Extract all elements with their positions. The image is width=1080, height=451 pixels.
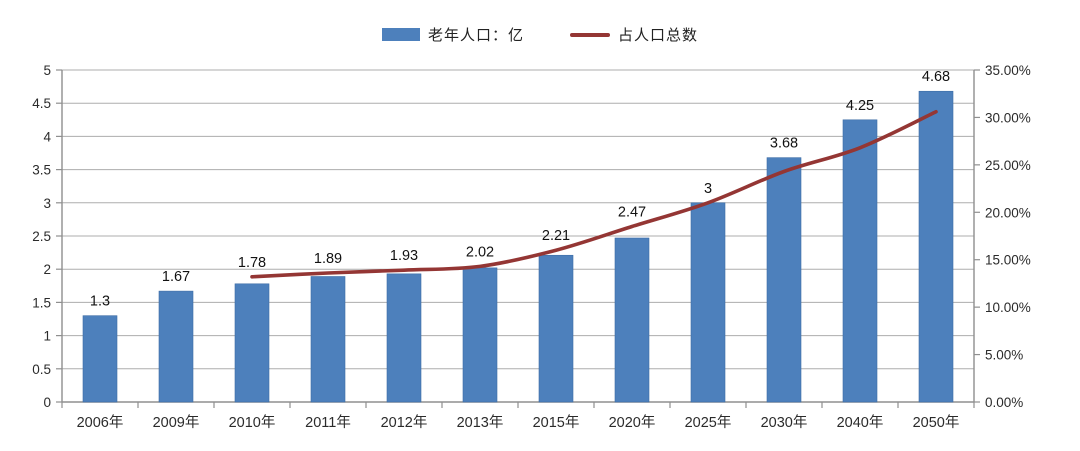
x-axis-category-label: 2020年 bbox=[609, 414, 656, 431]
bar-value-label: 1.89 bbox=[314, 251, 342, 267]
bar-value-label: 1.93 bbox=[390, 248, 418, 264]
right-axis-tick-label: 15.00% bbox=[985, 253, 1031, 268]
bar-2011年 bbox=[310, 276, 346, 403]
right-axis-tick-label: 20.00% bbox=[985, 205, 1031, 220]
bar-value-label: 4.68 bbox=[922, 69, 950, 85]
bar-value-label: 2.47 bbox=[618, 205, 646, 221]
x-axis-category-label: 2015年 bbox=[533, 414, 580, 431]
left-axis-tick-label: 3.5 bbox=[32, 163, 51, 178]
x-axis-category-label: 2009年 bbox=[153, 414, 200, 431]
x-axis-category-label: 2013年 bbox=[457, 414, 504, 431]
left-axis-tick-label: 4 bbox=[43, 129, 51, 144]
bar-series-swatch-icon bbox=[381, 28, 420, 41]
line-series-swatch-icon bbox=[570, 32, 610, 37]
bar-value-label: 3 bbox=[704, 181, 712, 197]
right-axis-tick-label: 25.00% bbox=[985, 158, 1031, 173]
bar-value-label: 2.21 bbox=[542, 228, 570, 244]
left-axis-tick-label: 0 bbox=[43, 395, 51, 410]
left-axis-tick-label: 0.5 bbox=[32, 362, 51, 377]
bar-value-label: 3.68 bbox=[770, 136, 798, 152]
legend-item-population-share: 占人口总数 bbox=[570, 24, 698, 45]
bar-value-label: 2.02 bbox=[466, 244, 494, 260]
x-axis-category-label: 2025年 bbox=[685, 414, 732, 431]
bar-2030年 bbox=[766, 157, 802, 403]
right-axis-tick-label: 10.00% bbox=[985, 300, 1031, 315]
bar-2013年 bbox=[462, 267, 498, 403]
bar-series-label: 老年人口：亿 bbox=[427, 27, 524, 44]
x-axis-category-label: 2030年 bbox=[761, 414, 808, 431]
bar-2009年 bbox=[158, 290, 194, 403]
bar-value-label: 4.25 bbox=[846, 98, 874, 114]
legend-item-elderly-population: 老年人口：亿 bbox=[381, 24, 524, 45]
x-axis-category-label: 2006年 bbox=[77, 414, 124, 431]
left-axis-tick-label: 1.5 bbox=[32, 295, 51, 310]
x-axis-category-label: 2011年 bbox=[305, 414, 351, 431]
left-axis-tick-label: 3 bbox=[43, 196, 51, 211]
right-axis-tick-label: 5.00% bbox=[985, 348, 1023, 363]
bar-2050年 bbox=[918, 90, 954, 403]
x-axis-category-label: 2050年 bbox=[913, 414, 960, 431]
left-axis-tick-label: 5 bbox=[43, 63, 51, 78]
left-axis-tick-label: 2.5 bbox=[32, 229, 51, 244]
right-axis-tick-label: 0.00% bbox=[985, 395, 1023, 410]
left-axis-tick-label: 1 bbox=[43, 329, 51, 344]
left-axis-tick-label: 2 bbox=[43, 262, 51, 277]
right-axis-tick-label: 30.00% bbox=[985, 110, 1031, 125]
bar-2006年 bbox=[82, 315, 118, 403]
left-axis-tick-label: 4.5 bbox=[32, 96, 51, 111]
bar-2040年 bbox=[842, 119, 878, 403]
bar-value-label: 1.67 bbox=[162, 269, 190, 285]
line-series-label: 占人口总数 bbox=[618, 27, 699, 44]
x-axis-category-label: 2012年 bbox=[381, 414, 428, 431]
bar-value-label: 1.78 bbox=[238, 255, 266, 271]
x-axis-category-label: 2010年 bbox=[229, 414, 276, 431]
bar-2020年 bbox=[614, 237, 650, 403]
bar-value-label: 1.3 bbox=[90, 294, 110, 310]
chart-legend: 老年人口：亿 占人口总数 bbox=[0, 24, 1080, 45]
bar-2010年 bbox=[234, 283, 270, 403]
right-axis-tick-label: 35.00% bbox=[985, 63, 1031, 78]
bar-2015年 bbox=[538, 254, 574, 403]
trend-line bbox=[250, 109, 938, 279]
bar-2025年 bbox=[690, 202, 726, 403]
bar-2012年 bbox=[386, 273, 422, 403]
x-axis-category-label: 2040年 bbox=[837, 414, 884, 431]
